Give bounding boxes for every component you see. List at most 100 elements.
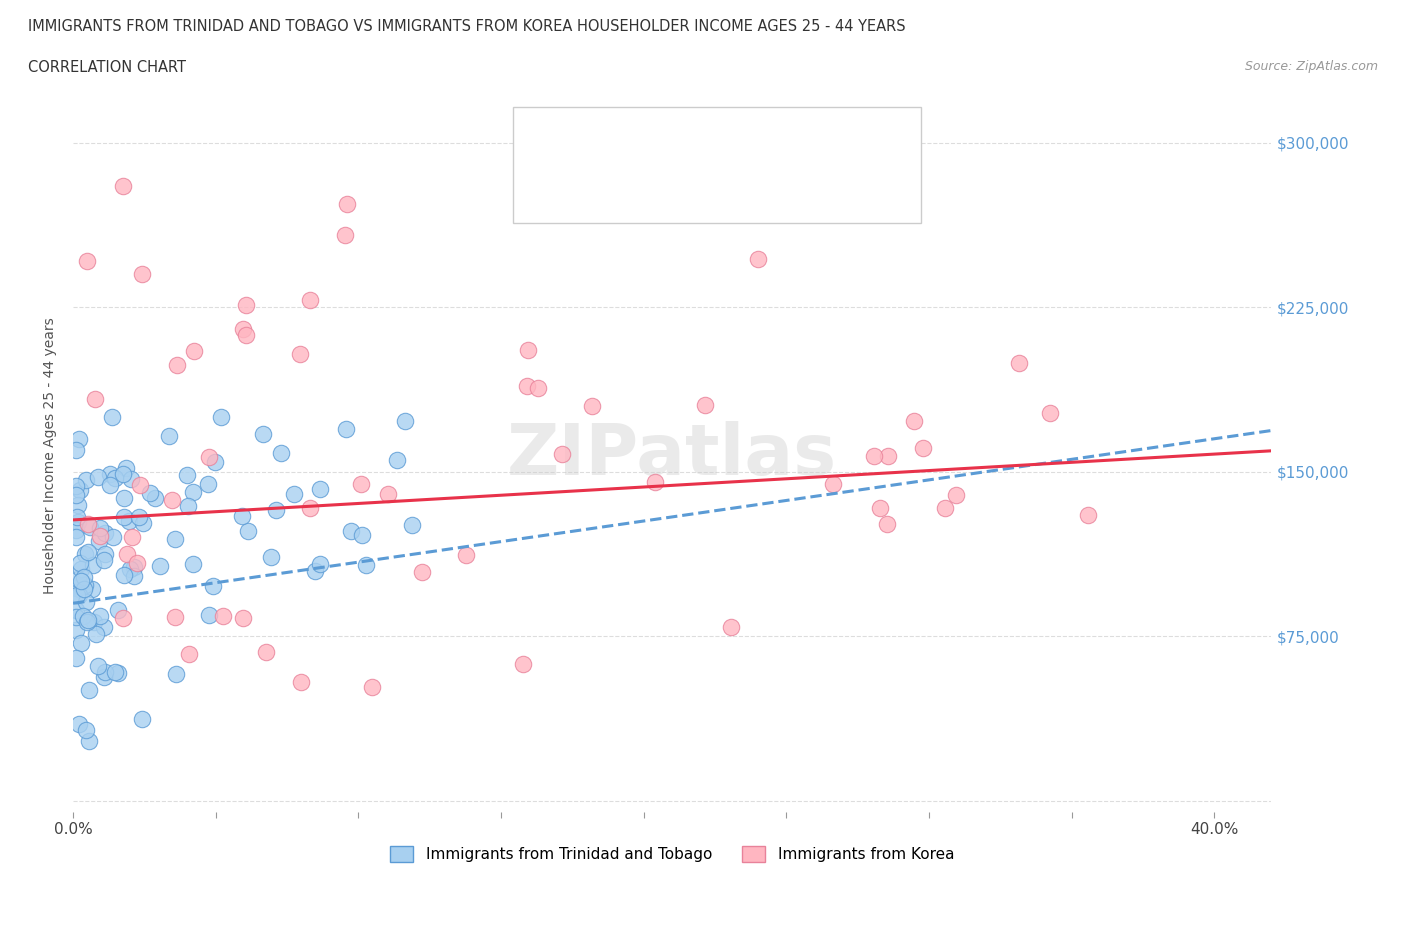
Point xyxy=(65,443,87,458)
Point xyxy=(93,665,115,680)
Point xyxy=(76,254,98,269)
Point xyxy=(1077,508,1099,523)
Point xyxy=(65,478,87,493)
Point xyxy=(67,498,90,512)
Point xyxy=(181,485,204,499)
Point xyxy=(89,609,111,624)
Point xyxy=(235,298,257,312)
Point xyxy=(176,468,198,483)
Point xyxy=(290,674,312,689)
Point xyxy=(73,569,96,584)
Point xyxy=(104,471,127,485)
Point xyxy=(77,544,100,559)
Point xyxy=(79,520,101,535)
Point xyxy=(111,611,134,626)
Point xyxy=(934,500,956,515)
Point xyxy=(77,734,100,749)
Text: R = 0.124   N = 107: R = 0.124 N = 107 xyxy=(583,132,780,150)
Point xyxy=(361,679,384,694)
Point xyxy=(73,578,96,592)
Point xyxy=(120,472,142,487)
Point xyxy=(101,530,124,545)
Point xyxy=(747,251,769,266)
Point xyxy=(211,609,233,624)
Point xyxy=(308,482,330,497)
Point xyxy=(70,583,93,598)
Point xyxy=(93,619,115,634)
Text: R = 0.110   N =  56: R = 0.110 N = 56 xyxy=(583,174,775,192)
Point xyxy=(87,534,110,549)
Point xyxy=(128,510,150,525)
Point xyxy=(394,414,416,429)
Point xyxy=(75,472,97,487)
Point xyxy=(903,414,925,429)
Point xyxy=(198,607,221,622)
Point xyxy=(236,524,259,538)
Point xyxy=(65,581,87,596)
Point xyxy=(299,292,322,307)
Point xyxy=(117,546,139,561)
Point xyxy=(336,196,359,211)
Point xyxy=(98,477,121,492)
Point xyxy=(89,521,111,536)
Point xyxy=(83,392,105,406)
Point xyxy=(181,556,204,571)
Point xyxy=(179,646,201,661)
Point xyxy=(107,603,129,618)
Point xyxy=(270,445,292,460)
Legend: Immigrants from Trinidad and Tobago, Immigrants from Korea: Immigrants from Trinidad and Tobago, Imm… xyxy=(384,840,960,869)
Point xyxy=(354,557,377,572)
Point xyxy=(125,556,148,571)
Point xyxy=(254,644,277,659)
Point xyxy=(87,470,110,485)
Point xyxy=(107,666,129,681)
Point xyxy=(98,467,121,482)
Point xyxy=(143,490,166,505)
Point xyxy=(283,486,305,501)
Point xyxy=(165,610,187,625)
Point xyxy=(340,524,363,538)
Point xyxy=(551,446,574,461)
Point xyxy=(122,568,145,583)
Point xyxy=(945,487,967,502)
Point xyxy=(264,503,287,518)
Point xyxy=(166,357,188,372)
Point xyxy=(232,611,254,626)
Point xyxy=(162,493,184,508)
Point xyxy=(165,667,187,682)
Point xyxy=(67,572,90,587)
Point xyxy=(75,723,97,737)
Point xyxy=(83,615,105,630)
Point xyxy=(350,477,373,492)
Point xyxy=(89,529,111,544)
Point xyxy=(65,487,87,502)
Point xyxy=(66,514,89,529)
Point xyxy=(454,547,477,562)
Point xyxy=(72,609,94,624)
Point xyxy=(333,227,356,242)
Point xyxy=(73,546,96,561)
Point xyxy=(101,409,124,424)
Point xyxy=(94,525,117,540)
Point xyxy=(516,379,538,393)
Point xyxy=(401,518,423,533)
Point xyxy=(260,550,283,565)
Point xyxy=(112,466,135,481)
Point xyxy=(177,498,200,513)
Point xyxy=(163,531,186,546)
Point xyxy=(111,179,134,193)
Point xyxy=(94,547,117,562)
Point xyxy=(65,610,87,625)
Point xyxy=(77,613,100,628)
Point xyxy=(65,603,87,618)
Point xyxy=(149,559,172,574)
Text: Source: ZipAtlas.com: Source: ZipAtlas.com xyxy=(1244,60,1378,73)
Point xyxy=(516,342,538,357)
Point xyxy=(377,486,399,501)
Text: IMMIGRANTS FROM TRINIDAD AND TOBAGO VS IMMIGRANTS FROM KOREA HOUSEHOLDER INCOME : IMMIGRANTS FROM TRINIDAD AND TOBAGO VS I… xyxy=(28,19,905,33)
Point xyxy=(335,421,357,436)
Point xyxy=(73,581,96,596)
Point xyxy=(69,483,91,498)
Point xyxy=(352,527,374,542)
Point xyxy=(65,529,87,544)
